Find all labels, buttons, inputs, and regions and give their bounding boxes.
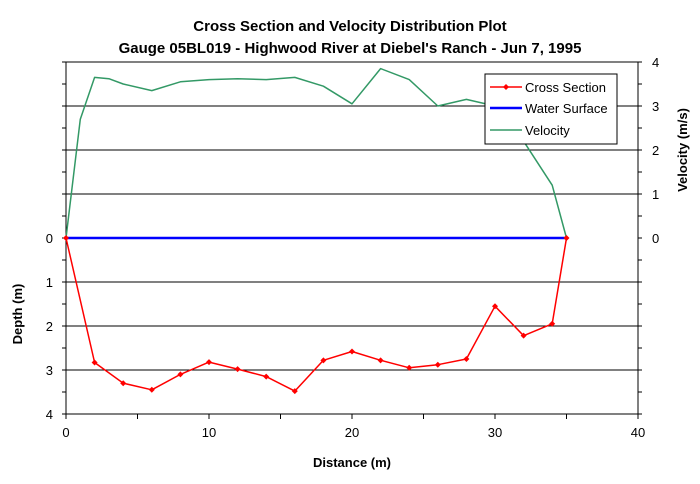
cross-section-point: [520, 332, 527, 339]
cross-section-point: [463, 356, 470, 362]
legend-cross-section-label: Cross Section: [525, 80, 606, 95]
x-tick-label: 30: [488, 425, 502, 440]
velocity-tick-label: 4: [652, 55, 659, 70]
cross-section-point: [148, 386, 155, 393]
velocity-tick-label: 3: [652, 99, 659, 114]
depth-tick-label: 4: [46, 407, 53, 422]
cross-section-line: [65, 237, 568, 392]
velocity-tick-label: 2: [652, 143, 659, 158]
cross-section-point: [234, 366, 241, 373]
velocity-tick-label: 0: [652, 231, 659, 246]
cross-section-point: [492, 303, 498, 310]
x-axis-label: Distance (m): [313, 455, 391, 470]
cross-section-point: [377, 357, 384, 364]
cross-section-point: [434, 361, 441, 368]
cross-section-point: [563, 235, 570, 241]
x-tick-label: 10: [202, 425, 216, 440]
depth-tick-label: 3: [46, 363, 53, 378]
depth-tick-label: 0: [46, 231, 53, 246]
x-tick-label: 20: [345, 425, 359, 440]
chart-title: Cross Section and Velocity Distribution …: [193, 18, 506, 35]
cross-section-point: [177, 371, 184, 378]
cross-section-point: [63, 235, 69, 241]
cross-section-point: [206, 359, 212, 366]
x-tick-label: 0: [62, 425, 69, 440]
cross-section-point: [549, 320, 556, 327]
legend-water-surface-label: Water Surface: [525, 101, 608, 116]
depth-tick-label: 1: [46, 275, 53, 290]
legend-cross-section-marker: [503, 84, 509, 90]
cross-section-point: [120, 380, 127, 387]
right-axis-label: Velocity (m/s): [675, 108, 690, 192]
chart-subtitle: Gauge 05BL019 - Highwood River at Diebel…: [119, 40, 582, 57]
cross-section-point: [349, 348, 355, 355]
cross-section-point: [320, 357, 327, 364]
cross-section-point: [406, 364, 413, 371]
legend: Cross Section Water Surface Velocity: [484, 73, 618, 145]
left-axis-label: Depth (m): [10, 284, 25, 345]
x-tick-label: 40: [631, 425, 645, 440]
velocity-tick-label: 1: [652, 187, 659, 202]
cross-section-point: [91, 359, 98, 366]
depth-tick-label: 2: [46, 319, 53, 334]
legend-velocity-label: Velocity: [525, 123, 570, 138]
cross-section-point: [291, 388, 298, 395]
cross-section-point: [263, 373, 270, 380]
